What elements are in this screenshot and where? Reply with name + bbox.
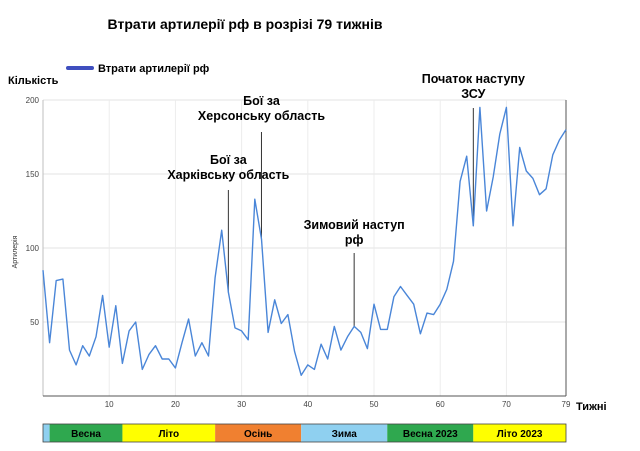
x-tick-label: 20 xyxy=(171,400,180,409)
x-tick-labels: 10 20 30 40 50 60 70 79 xyxy=(105,400,571,409)
x-tick-label: 79 xyxy=(562,400,571,409)
season-label: Весна xyxy=(71,429,101,440)
x-tick-label: 70 xyxy=(502,400,511,409)
annotation-text: Харківську область xyxy=(167,168,289,182)
season-segment xyxy=(301,424,388,442)
annotation-text: Зимовий наступ xyxy=(304,218,405,232)
season-segment xyxy=(387,424,474,442)
axes xyxy=(42,100,567,397)
season-bar: Весна Літо Осінь Зима Весна 2023 Літо 2023 xyxy=(42,423,567,443)
y-axis-title: Кількість xyxy=(8,75,59,87)
annotation-text: Бої за xyxy=(210,153,248,167)
season-segment xyxy=(473,424,566,442)
x-tick-label: 50 xyxy=(370,400,379,409)
season-segment xyxy=(43,424,50,442)
season-label: Осінь xyxy=(244,429,272,440)
x-tick-label: 10 xyxy=(105,400,114,409)
x-axis-title: Тижні xyxy=(576,401,607,413)
season-segment xyxy=(215,424,302,442)
x-tick-label: 30 xyxy=(237,400,246,409)
annotation-text: рф xyxy=(345,233,364,247)
legend-label: Втрати артилерії рф xyxy=(98,63,210,75)
annotation-text: Початок наступу xyxy=(422,72,525,86)
y-tick-label: 50 xyxy=(30,318,39,327)
annotation-text: Бої за xyxy=(243,94,281,108)
x-tick-label: 40 xyxy=(303,400,312,409)
season-bar-border xyxy=(42,423,567,443)
x-tick-label: 60 xyxy=(436,400,445,409)
series-line xyxy=(42,106,567,376)
annotation-leader-lines xyxy=(227,108,474,327)
y-tick-labels: 50 100 150 200 xyxy=(26,96,40,327)
season-label: Зима xyxy=(332,429,358,440)
y-tick-label: 100 xyxy=(26,244,40,253)
season-segment xyxy=(122,424,216,442)
y-axis-rotated-label: Артилерія xyxy=(11,235,19,268)
annotation-text: Херсонську область xyxy=(198,109,325,123)
chart-title: Втрати артилерії рф в розрізі 79 тижнів xyxy=(108,16,383,32)
season-label: Весна 2023 xyxy=(403,429,458,440)
y-tick-label: 200 xyxy=(26,96,40,105)
season-label: Літо xyxy=(158,429,179,440)
season-segment xyxy=(49,424,123,442)
series-group xyxy=(42,106,567,376)
legend: Втрати артилерії рф xyxy=(66,63,210,75)
season-label: Літо 2023 xyxy=(497,429,543,440)
annotation-text: ЗСУ xyxy=(461,87,485,101)
y-tick-label: 150 xyxy=(26,170,40,179)
